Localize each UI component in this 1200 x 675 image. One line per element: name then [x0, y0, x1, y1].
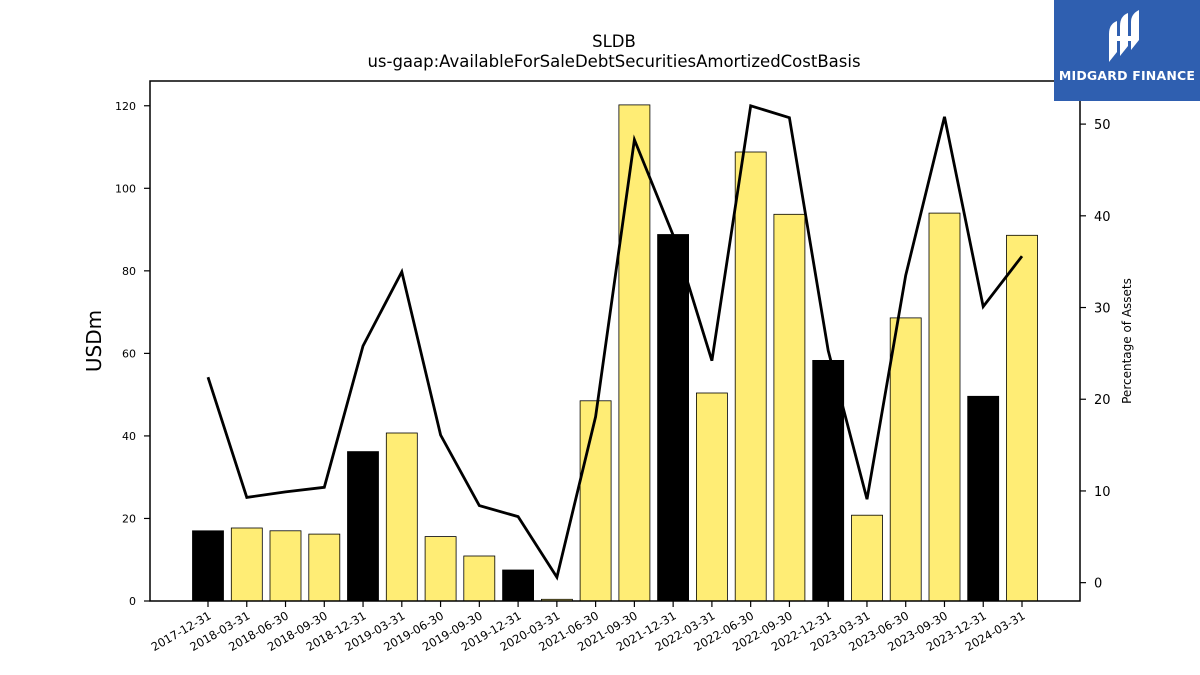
bar-2017-12-31 — [192, 530, 224, 602]
right-tick-label: 20 — [1094, 393, 1111, 408]
bar-2023-12-31 — [967, 395, 1000, 602]
right-tick-label: 0 — [1094, 577, 1102, 592]
bar-2019-09-30 — [463, 555, 496, 602]
y-axis-label: USDm — [82, 310, 106, 372]
left-tick-label: 120 — [115, 100, 136, 113]
y-axis-label-right: Percentage of Assets — [1120, 278, 1134, 404]
chart-subtitle: us-gaap:AvailableForSaleDebtSecuritiesAm… — [367, 52, 861, 71]
logo: MIDGARD FINANCE — [1054, 0, 1200, 101]
bar-2019-03-31 — [385, 432, 418, 602]
right-tick-label: 30 — [1094, 302, 1111, 317]
bar-2023-09-30 — [928, 212, 961, 602]
left-tick-label: 20 — [122, 512, 136, 525]
bar-2018-09-30 — [308, 533, 341, 602]
bar-2018-03-31 — [230, 527, 263, 602]
right-tick-label: 10 — [1094, 485, 1111, 500]
midgard-logo-icon — [1109, 10, 1139, 62]
left-tick-label: 60 — [122, 347, 136, 360]
logo-text: MIDGARD FINANCE — [1058, 68, 1196, 83]
plot-frame — [149, 80, 1081, 602]
bar-2018-06-30 — [269, 530, 302, 602]
bar-2019-12-31 — [502, 569, 535, 602]
left-tick-label: 0 — [129, 595, 136, 608]
left-tick-label: 80 — [122, 265, 136, 278]
left-axis: 0 20 40 60 80 100 120 — [115, 100, 150, 608]
bar-2022-06-30 — [734, 151, 767, 602]
left-tick-label: 40 — [122, 430, 136, 443]
right-axis: 0 10 20 30 40 50 — [1080, 118, 1111, 592]
bar-2022-03-31 — [696, 392, 728, 602]
right-tick-label: 40 — [1094, 210, 1111, 225]
bar-2022-12-31 — [812, 359, 845, 602]
right-tick-label: 50 — [1094, 118, 1111, 133]
bar-2021-06-30 — [579, 400, 612, 602]
line-group — [206, 103, 1024, 581]
bar-2024-03-31 — [1006, 234, 1038, 602]
bar-2023-03-31 — [851, 514, 883, 602]
bar-2023-06-30 — [889, 317, 922, 602]
bars-group — [192, 104, 1038, 602]
percentage-line — [206, 103, 1024, 581]
bar-2021-09-30 — [618, 104, 651, 602]
bar-2021-12-31 — [657, 234, 689, 602]
bar-2022-09-30 — [773, 213, 806, 602]
bar-2018-12-31 — [347, 451, 379, 602]
chart-title: SLDB — [592, 32, 636, 51]
left-tick-label: 100 — [115, 182, 136, 195]
bar-2019-06-30 — [424, 536, 457, 602]
x-axis: 2017-12-312018-03-312018-06-302018-09-30… — [149, 601, 1028, 654]
